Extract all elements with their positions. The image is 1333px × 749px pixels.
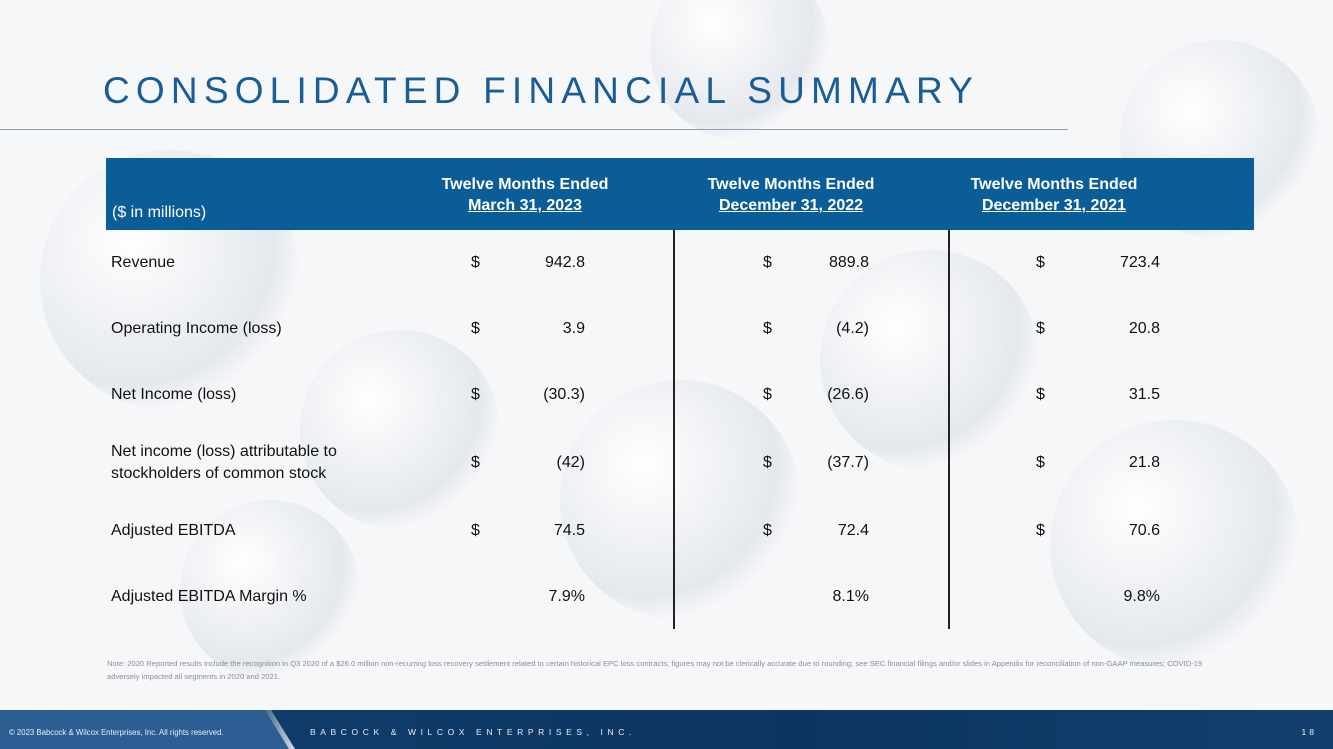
value-cell: 20.8: [1128, 320, 1160, 337]
value-cell: 72.4: [837, 522, 869, 539]
value-cell: 889.8: [828, 254, 869, 271]
copyright-text: © 2023 Babcock & Wilcox Enterprises, Inc…: [9, 728, 224, 737]
table-header: ($ in millions) Twelve Months Ended Marc…: [106, 158, 1254, 230]
currency-symbol: $: [1036, 454, 1045, 471]
value-cell: 70.6: [1128, 522, 1160, 539]
currency-symbol: $: [763, 254, 772, 271]
value-cell: 74.5: [553, 522, 585, 539]
currency-symbol: $: [763, 386, 772, 403]
row-label-line2: stockholders of common stock: [111, 465, 327, 482]
column-header-dec-2021: Twelve Months Ended December 31, 2021: [934, 174, 1174, 216]
currency-symbol: $: [1036, 386, 1045, 403]
title-divider: [0, 129, 1068, 130]
currency-symbol: $: [471, 386, 480, 403]
value-cell: 942.8: [544, 254, 585, 271]
value-cell: 31.5: [1128, 386, 1160, 403]
units-label: ($ in millions): [112, 204, 207, 221]
row-label-adjusted-ebitda-margin: Adjusted EBITDA Margin %: [111, 588, 307, 605]
column-header-dec-2022: Twelve Months Ended December 31, 2022: [671, 174, 911, 216]
column-header-line1: Twelve Months Ended: [441, 176, 609, 193]
column-header-line2: March 31, 2023: [468, 197, 582, 214]
column-divider: [948, 230, 950, 629]
value-cell: (4.2): [836, 320, 869, 337]
slide-footer: © 2023 Babcock & Wilcox Enterprises, Inc…: [0, 710, 1333, 749]
currency-symbol: $: [763, 522, 772, 539]
value-cell: (42): [556, 454, 585, 471]
row-label-operating-income: Operating Income (loss): [111, 320, 282, 337]
row-label-revenue: Revenue: [111, 254, 176, 271]
currency-symbol: $: [471, 522, 480, 539]
currency-symbol: $: [763, 454, 772, 471]
footer-copyright-panel: [0, 710, 290, 749]
row-label-adjusted-ebitda: Adjusted EBITDA: [111, 522, 236, 539]
row-label-net-income-attributable: Net income (loss) attributable to stockh…: [111, 441, 337, 485]
value-cell: 8.1%: [832, 588, 869, 605]
currency-symbol: $: [471, 254, 480, 271]
value-cell: 7.9%: [548, 588, 585, 605]
currency-symbol: $: [471, 454, 480, 471]
column-divider: [673, 230, 675, 629]
currency-symbol: $: [763, 320, 772, 337]
value-cell: 3.9: [562, 320, 585, 337]
value-cell: 9.8%: [1123, 588, 1160, 605]
currency-symbol: $: [471, 320, 480, 337]
currency-symbol: $: [1036, 522, 1045, 539]
slide-title: CONSOLIDATED FINANCIAL SUMMARY: [103, 70, 980, 111]
column-header-mar-2023: Twelve Months Ended March 31, 2023: [405, 174, 645, 216]
page-number: 18: [1301, 727, 1317, 737]
column-header-line1: Twelve Months Ended: [970, 176, 1138, 193]
value-cell: 723.4: [1119, 254, 1160, 271]
currency-symbol: $: [1036, 254, 1045, 271]
currency-symbol: $: [1036, 320, 1045, 337]
value-cell: (30.3): [543, 386, 585, 403]
value-cell: 21.8: [1128, 454, 1160, 471]
row-label-net-income: Net Income (loss): [111, 386, 237, 403]
company-name: BABCOCK & WILCOX ENTERPRISES, INC.: [310, 727, 636, 737]
column-header-line2: December 31, 2022: [718, 197, 864, 214]
column-header-line2: December 31, 2021: [981, 197, 1127, 214]
value-cell: (37.7): [827, 454, 869, 471]
footnote: Note: 2020 Reported results include the …: [107, 659, 1203, 681]
row-label-line1: Net income (loss) attributable to: [111, 443, 337, 460]
value-cell: (26.6): [827, 386, 869, 403]
column-header-line1: Twelve Months Ended: [707, 176, 875, 193]
